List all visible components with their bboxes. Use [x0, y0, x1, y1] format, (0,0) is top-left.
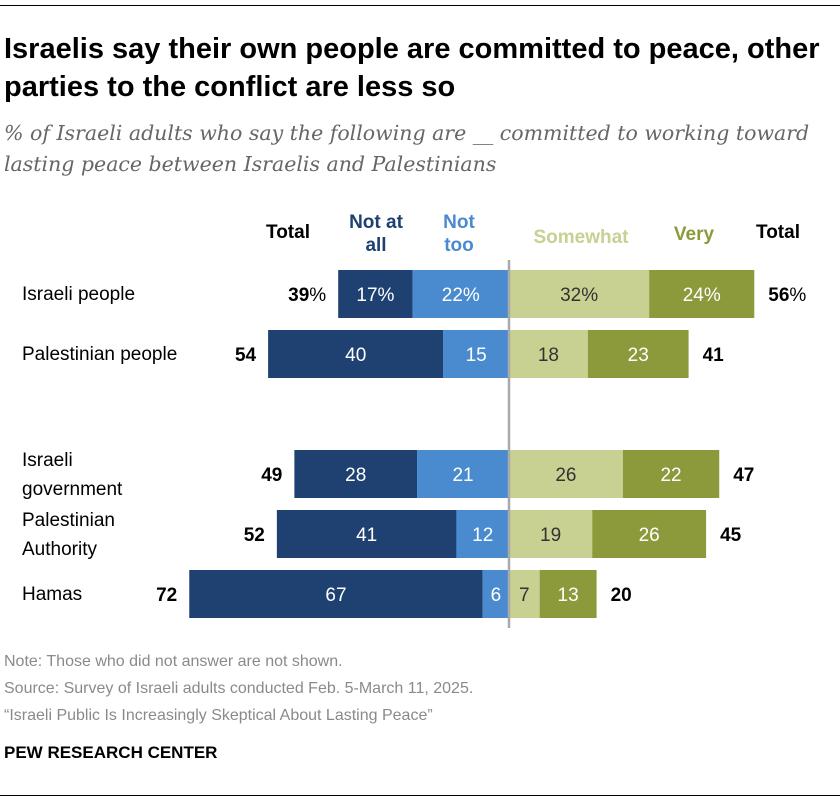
row-3-total-negative: 49: [261, 465, 282, 486]
row-5-value-very: 13: [558, 585, 579, 606]
row-4-total-positive: 45: [720, 525, 742, 546]
row-3-label-line-1: Israeli: [22, 450, 73, 471]
row-3-value-not-at-all: 28: [345, 465, 366, 486]
row-1-bar-somewhat: [509, 270, 650, 318]
row-5-value-not-at-all: 67: [325, 585, 346, 606]
row-5-label: Hamas: [22, 584, 82, 605]
chart-title: Israelis say their own people are commit…: [4, 33, 820, 103]
row-2-total-negative: 54: [235, 345, 257, 366]
header-not-at-all-line-2: all: [365, 235, 386, 256]
row-3-bar-not-at-all: [294, 450, 418, 498]
row-2-value-somewhat: 18: [538, 345, 559, 366]
row-4-label-line-1: Palestinian: [22, 510, 115, 531]
row-3-value-somewhat: 26: [555, 465, 576, 486]
row-1-value-somewhat: 32%: [560, 285, 598, 306]
row-2-value-not-at-all: 40: [345, 345, 366, 366]
report-title: “Israeli Public Is Increasingly Skeptica…: [4, 707, 433, 724]
row-3-bar-not-too: [417, 450, 509, 498]
row-3-bar-very: [622, 450, 720, 498]
row-4-value-somewhat: 19: [540, 525, 561, 546]
row-3-value-not-too: 21: [452, 465, 473, 486]
row-1-label: Israeli people: [22, 284, 135, 305]
row-1-bar-very: [649, 270, 755, 318]
row-2-label: Palestinian people: [22, 344, 177, 365]
row-5-bar-not-too: [482, 570, 509, 618]
row-4-bar-not-at-all: [276, 510, 457, 558]
row-4-bar-not-too: [456, 510, 509, 558]
chart-subtitle: % of Israeli adults who say the followin…: [4, 121, 810, 176]
row-4-value-very: 26: [639, 525, 660, 546]
row-5-total-negative: 72: [156, 585, 177, 606]
bottom-rule: [0, 795, 840, 796]
header-somewhat: Somewhat: [533, 227, 629, 248]
header-very: Very: [674, 224, 715, 245]
top-rule: [0, 5, 840, 6]
header-total-right: Total: [756, 222, 800, 243]
row-2-value-not-too: 15: [466, 345, 487, 366]
row-5-bar-not-at-all: [189, 570, 483, 618]
row-3-value-very: 22: [660, 465, 681, 486]
header-not-too-line-1: Not: [443, 212, 475, 233]
row-1-bar-not-too: [412, 270, 509, 318]
row-1-value-not-too: 22%: [442, 285, 480, 306]
row-2-bar-not-too: [443, 330, 509, 378]
row-4-label-line-2: Authority: [22, 539, 97, 560]
row-2-bar-very: [587, 330, 689, 378]
row-1-bar-not-at-all: [338, 270, 413, 318]
row-2-value-very: 23: [628, 345, 649, 366]
row-2-bar-not-at-all: [268, 330, 444, 378]
row-1-total-positive: 56%: [768, 285, 806, 306]
row-2-total-positive: 41: [703, 345, 725, 366]
row-3-label-line-2: government: [22, 479, 123, 500]
row-1-value-not-at-all: 17%: [356, 285, 394, 306]
header-not-too-line-2: too: [444, 235, 474, 256]
row-3-total-positive: 47: [733, 465, 754, 486]
row-2-bar-somewhat: [509, 330, 588, 378]
row-5-value-not-too: 6: [491, 585, 502, 606]
header-total-left: Total: [266, 222, 310, 243]
row-4-value-not-at-all: 41: [356, 525, 377, 546]
row-4-value-not-too: 12: [472, 525, 493, 546]
row-1-value-very: 24%: [683, 285, 721, 306]
row-5-value-somewhat: 7: [519, 585, 530, 606]
note-text: Note: Those who did not answer are not s…: [4, 653, 343, 670]
row-4-bar-very: [592, 510, 707, 558]
source-text: Source: Survey of Israeli adults conduct…: [4, 680, 474, 697]
pew-logo-text: PEW RESEARCH CENTER: [4, 743, 218, 762]
header-not-at-all-line-1: Not at: [349, 212, 404, 233]
row-1-total-negative: 39%: [288, 285, 326, 306]
row-5-bar-very: [539, 570, 597, 618]
row-3-bar-somewhat: [509, 450, 623, 498]
row-4-total-negative: 52: [244, 525, 265, 546]
row-4-bar-somewhat: [509, 510, 593, 558]
row-5-total-positive: 20: [611, 585, 632, 606]
row-5-bar-somewhat: [509, 570, 540, 618]
